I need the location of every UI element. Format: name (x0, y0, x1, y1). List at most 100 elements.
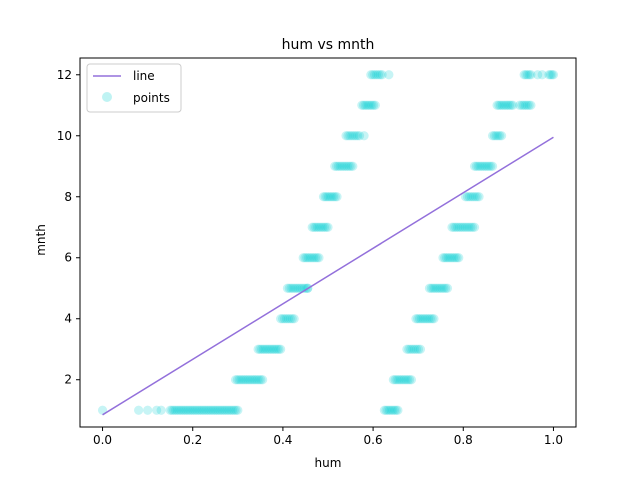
data-point (369, 70, 380, 80)
data-point (381, 405, 391, 415)
data-point (489, 131, 499, 141)
data-point (423, 314, 434, 324)
data-point (418, 314, 428, 324)
data-point (522, 70, 533, 80)
data-point (403, 375, 413, 385)
data-point (258, 344, 268, 354)
data-point (283, 314, 293, 324)
data-point (411, 344, 422, 354)
data-point (312, 253, 322, 263)
data-point (472, 192, 482, 202)
data-point (365, 100, 375, 110)
data-point (363, 100, 374, 110)
data-point (314, 222, 324, 232)
fit-line (102, 136, 554, 416)
data-point (305, 253, 315, 263)
data-point (353, 131, 363, 141)
data-point (377, 70, 387, 80)
data-point (210, 405, 220, 415)
data-point (343, 131, 353, 141)
data-point (373, 70, 383, 80)
data-point (450, 253, 460, 263)
data-point (322, 192, 332, 202)
plot-frame (79, 57, 577, 428)
data-point (347, 131, 357, 141)
data-point (256, 375, 266, 385)
data-point (458, 222, 468, 232)
data-point (201, 405, 211, 415)
data-point (319, 222, 330, 232)
data-point (405, 375, 415, 385)
data-point (524, 70, 534, 80)
data-point (329, 192, 339, 202)
data-point (486, 161, 496, 171)
data-point (284, 283, 294, 293)
data-point (272, 344, 282, 354)
data-point (448, 253, 459, 263)
x-axis-label: hum (315, 456, 342, 470)
data-point (282, 283, 293, 293)
data-point (295, 283, 305, 293)
line-layer (102, 136, 554, 416)
data-point (497, 100, 507, 110)
data-point (165, 405, 175, 415)
data-point (493, 131, 503, 141)
data-point (468, 222, 478, 232)
data-point (247, 375, 257, 385)
data-point (508, 100, 518, 110)
data-point (544, 70, 554, 80)
data-point (253, 344, 263, 354)
data-point (349, 131, 359, 141)
data-point (279, 314, 290, 324)
data-point (437, 283, 447, 293)
data-point (443, 253, 453, 263)
data-point (411, 314, 421, 324)
data-point (447, 253, 457, 263)
data-point (134, 405, 144, 415)
data-point (239, 375, 250, 385)
data-point (383, 405, 393, 415)
points-layer (97, 70, 559, 415)
data-point (309, 222, 319, 232)
data-point (199, 405, 209, 415)
data-point (300, 253, 310, 263)
data-point (396, 375, 406, 385)
data-point (454, 222, 465, 232)
data-point (462, 192, 473, 202)
data-point (440, 253, 450, 263)
data-point (287, 314, 297, 324)
data-point (285, 314, 295, 324)
data-point (441, 283, 451, 293)
data-point (466, 192, 476, 202)
data-point (311, 222, 321, 232)
data-point (454, 253, 464, 263)
data-point (185, 405, 195, 415)
data-point (442, 283, 453, 293)
data-point (327, 192, 337, 202)
data-point (194, 405, 204, 415)
data-point (341, 131, 351, 141)
data-point (416, 314, 426, 324)
data-point (318, 222, 328, 232)
data-point (217, 405, 227, 415)
data-point (218, 405, 229, 415)
x-tick-label: 0.0 (93, 433, 112, 447)
data-point (298, 253, 308, 263)
data-point (464, 222, 474, 232)
data-point (495, 131, 505, 141)
data-point (389, 405, 400, 415)
y-tick-label: 10 (57, 129, 72, 143)
data-point (351, 131, 361, 141)
data-point (526, 70, 536, 80)
data-point (156, 405, 166, 415)
data-point (270, 344, 281, 354)
data-point (303, 253, 314, 263)
data-point (335, 161, 345, 171)
data-point (309, 253, 319, 263)
x-tick-label: 1.0 (544, 433, 563, 447)
data-point (220, 405, 230, 415)
data-point (288, 283, 298, 293)
data-point (413, 344, 424, 354)
data-point (475, 161, 485, 171)
data-point (397, 375, 407, 385)
